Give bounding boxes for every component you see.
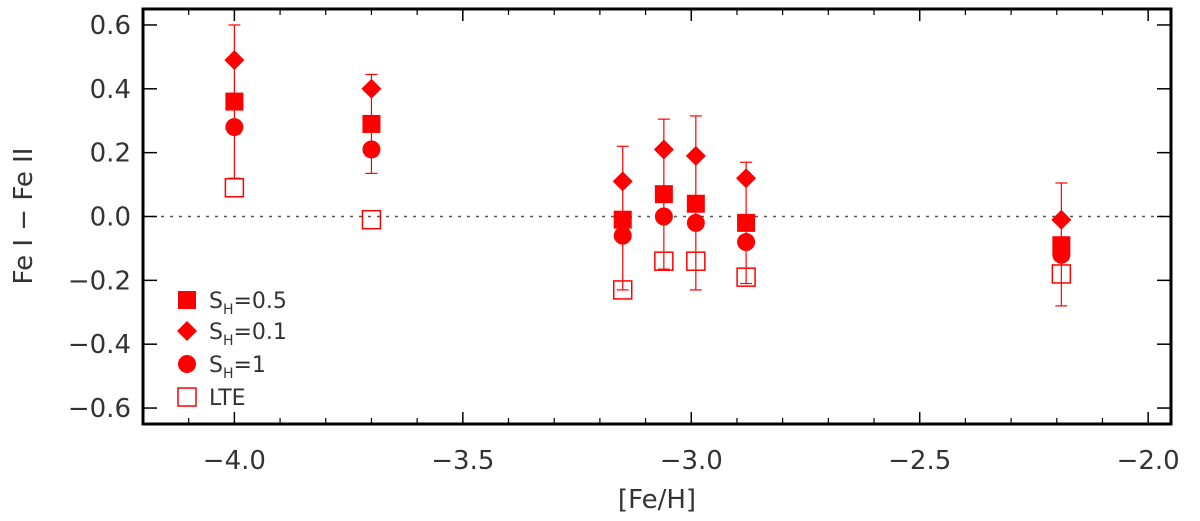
y-tick-label: −0.4 [68,330,131,360]
legend-label: SH=0.1 [209,320,287,349]
legend-label: LTE [209,386,246,411]
data-point-filled-diamond [1051,209,1072,230]
data-point-filled-diamond [224,50,245,71]
data-point-open-square [736,267,756,287]
x-axis-title: [Fe/H] [618,485,696,515]
y-tick-label: 0.0 [90,203,131,233]
data-point-filled-circle [654,207,673,226]
data-point-filled-diamond [361,78,382,99]
data-point-filled-square [1052,236,1071,255]
y-axis-title: Fe I − Fe II [9,148,39,285]
data-point-open-square [686,251,706,271]
legend-marker-filled-diamond [177,321,197,341]
legend-label: SH=1 [209,353,266,382]
legend: SH=0.5SH=0.1 SH=1 LTE [177,289,287,411]
x-tick-label: −2.0 [1117,446,1180,476]
y-tick-label: 0.4 [90,75,131,105]
data-point-filled-diamond [736,168,757,189]
data-point-open-square [361,209,382,230]
data-point-filled-square [613,210,632,229]
y-tick-label: −0.2 [68,266,131,296]
legend-label: SH=0.5 [209,289,287,318]
data-point-filled-square [654,185,673,204]
data-point-filled-circle [686,213,705,232]
legend-marker-filled-circle [178,355,196,373]
data-point-filled-circle [613,226,632,245]
data-point-filled-diamond [653,139,674,160]
data-point-filled-circle [737,233,756,252]
legend-marker-open-square [177,387,197,407]
x-tick-label: −2.5 [888,446,951,476]
x-tick-label: −3.0 [660,446,723,476]
y-tick-label: 0.2 [90,139,131,169]
legend-marker-filled-square [178,291,196,309]
x-tick-label: −4.0 [203,446,266,476]
data-point-open-square [1051,264,1072,284]
data-point-filled-circle [225,118,244,137]
y-tick-label: 0.6 [90,11,131,41]
data-point-filled-diamond [612,171,633,192]
tick-labels: −4.0 −3.5 −3.0 −2.5 −2.0 0.6 0.4 0.2 0.0 −0.2 −0.4… [68,11,1180,476]
data-point-open-square [654,251,674,271]
data-point-filled-square [686,194,705,213]
y-tick-label: −0.6 [68,394,131,424]
plot-frame [141,7,1173,426]
x-tick-label: −3.5 [431,446,494,476]
data-point-filled-square [737,213,756,232]
data-point-filled-square [362,114,381,133]
data-points [224,50,1072,300]
data-point-open-square [612,280,633,300]
data-point-filled-square [225,92,244,111]
data-point-filled-circle [362,140,381,159]
data-point-open-square [224,178,245,198]
data-point-filled-diamond [685,145,706,166]
